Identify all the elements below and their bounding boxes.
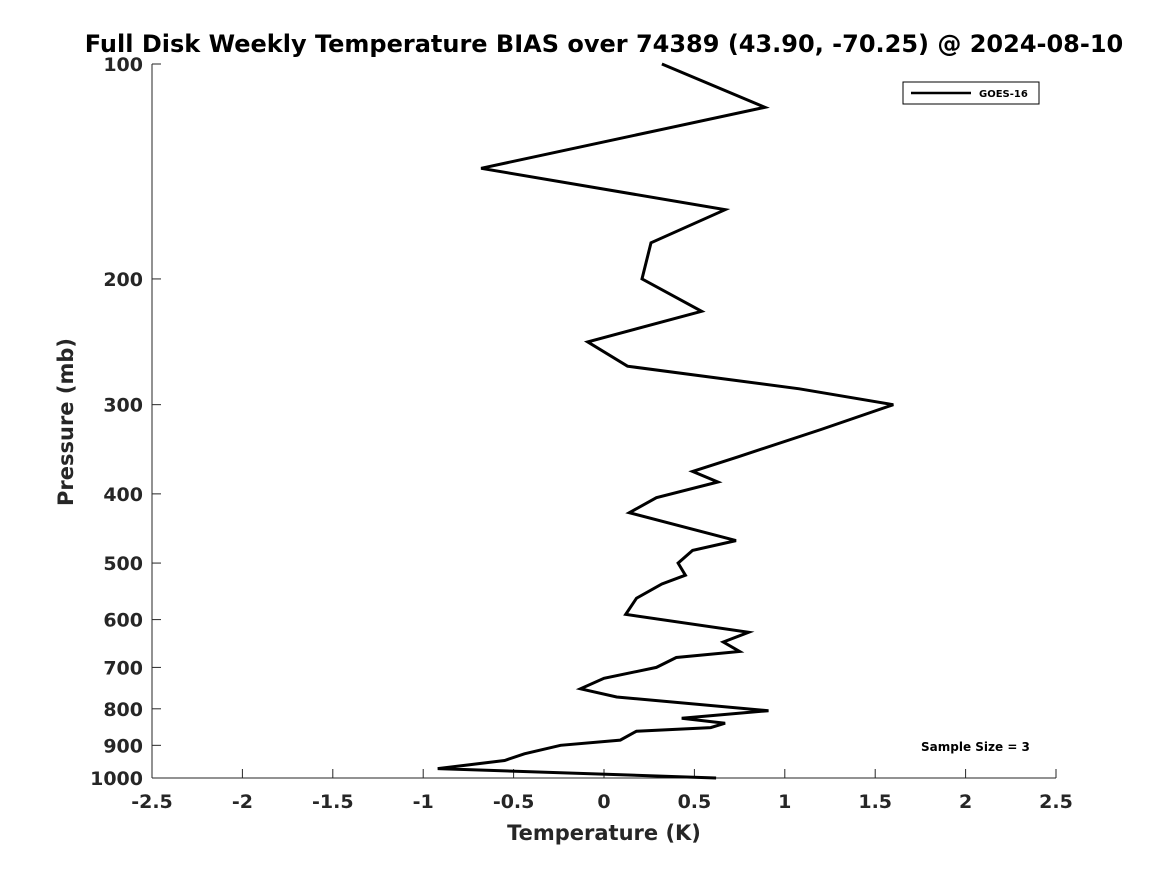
- x-axis-label: Temperature (K): [507, 821, 701, 845]
- series-layer: [437, 62, 894, 780]
- y-tick-label: 600: [103, 610, 143, 632]
- x-tick-label: -2: [232, 791, 253, 813]
- y-tick-label: 100: [103, 54, 143, 76]
- x-tick-label: 1: [778, 791, 791, 813]
- y-tick-label: 300: [103, 395, 143, 417]
- series-line-goes-16: [437, 62, 894, 780]
- x-tick-label: -2.5: [131, 791, 173, 813]
- x-tick-label: 1.5: [858, 791, 892, 813]
- x-tick-label: -1: [413, 791, 434, 813]
- y-tick-label: 900: [103, 735, 143, 757]
- x-tick-label: 2.5: [1039, 791, 1073, 813]
- y-tick-label: 500: [103, 553, 143, 575]
- x-tick-label: 0: [597, 791, 610, 813]
- y-tick-label: 1000: [90, 768, 143, 790]
- x-tick-label: -0.5: [493, 791, 535, 813]
- axes: -2.5 -2 -1.5 -1 -0.5 0 0.5 1 1.5 2 2.5 100 200 300 400…: [90, 54, 1073, 813]
- legend: GOES-16: [902, 81, 1040, 105]
- y-axis-label: Pressure (mb): [54, 338, 78, 506]
- plot-area: [152, 64, 1056, 778]
- x-tick-label: 0.5: [678, 791, 712, 813]
- x-tick-label: -1.5: [312, 791, 354, 813]
- legend-label-goes-16: GOES-16: [979, 89, 1028, 100]
- y-tick-label: 700: [103, 657, 143, 679]
- chart-title: Full Disk Weekly Temperature BIAS over 7…: [85, 30, 1124, 58]
- y-tick-label: 400: [103, 484, 143, 506]
- x-tick-label: 2: [959, 791, 972, 813]
- sample-size-annotation: Sample Size = 3: [921, 740, 1030, 754]
- y-tick-label: 200: [103, 269, 143, 291]
- y-tick-label: 800: [103, 699, 143, 721]
